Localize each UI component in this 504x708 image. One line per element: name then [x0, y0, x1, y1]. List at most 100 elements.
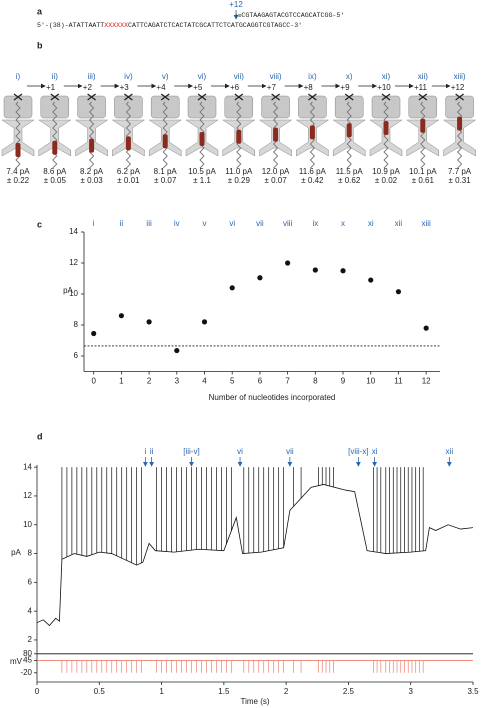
data-point — [395, 289, 402, 295]
enzyme-mark — [124, 93, 133, 101]
x-tick-label: 0.5 — [94, 687, 106, 696]
enzyme-mark — [13, 93, 23, 101]
enzyme — [114, 95, 143, 119]
state-label: iv) — [124, 72, 133, 81]
enzyme-mark — [87, 93, 96, 101]
state-error: ± 0.42 — [301, 176, 324, 185]
data-point — [340, 268, 346, 274]
state-label: vii) — [234, 72, 245, 81]
x-tick-label: 1.5 — [218, 687, 230, 696]
enzyme-mark — [234, 93, 244, 101]
x-tick-label: 0 — [35, 687, 40, 696]
state-error: ± 0.29 — [228, 176, 251, 185]
x-tick-label: 3 — [175, 377, 180, 386]
x-tick-label: 5 — [230, 377, 235, 386]
enzyme — [150, 95, 180, 119]
step-label: +7 — [267, 83, 277, 92]
state-label: x — [341, 219, 345, 228]
y-tick-label: 12 — [69, 258, 78, 267]
state-label: xi) — [382, 72, 391, 81]
y-tick-label: 6 — [74, 351, 79, 360]
step-label: +11 — [414, 83, 428, 92]
panel-label: c — [37, 219, 42, 229]
abasic-segment — [15, 143, 21, 157]
x-axis-label: Time (s) — [240, 697, 269, 706]
y-tick-label: 2 — [28, 635, 33, 644]
step-label: +5 — [193, 83, 203, 92]
event-label: [iii-v] — [183, 447, 199, 456]
state-label: xi — [368, 219, 374, 228]
panel-label: b — [37, 40, 43, 50]
state-current: 11.0 pA — [225, 167, 253, 176]
state-label: iii — [146, 219, 152, 228]
step-label: +4 — [156, 83, 166, 92]
state-label: i) — [16, 72, 21, 81]
state-label: viii — [283, 219, 293, 228]
data-point — [146, 319, 152, 325]
x-axis-label: Number of nucleotides incorporated — [209, 393, 336, 402]
enzyme-mark — [50, 93, 60, 101]
state-error: ± 0.22 — [7, 176, 30, 185]
state-error: ± 0.02 — [375, 176, 398, 185]
state-label: i — [93, 219, 95, 228]
step-label: +1 — [46, 83, 56, 92]
abasic-sites: XXXXXX — [104, 22, 128, 29]
state-current: 10.9 pA — [372, 167, 400, 176]
state-error: ± 0.03 — [81, 176, 104, 185]
y2-tick-label: -20 — [20, 668, 32, 677]
y2-tick-label: 45 — [23, 656, 32, 665]
state-current: 11.5 pA — [336, 167, 364, 176]
state-label: vi) — [198, 72, 207, 81]
enzyme — [187, 95, 217, 119]
state-error: ± 0.07 — [154, 176, 177, 185]
abasic-segment — [346, 123, 352, 138]
x-tick-label: 7 — [285, 377, 290, 386]
abasic-segment — [457, 116, 463, 131]
event-label: vii — [286, 447, 294, 456]
enzyme-mark — [197, 93, 207, 101]
top-strand: HOCGTAAGAGTACGTCCAGCATCGG-5' — [236, 12, 344, 19]
y-tick-label: 10 — [69, 289, 78, 298]
enzyme-mark — [271, 93, 280, 101]
state-current: 7.7 pA — [448, 167, 472, 176]
enzyme-mark — [455, 93, 464, 101]
x-tick-label: 2 — [147, 377, 152, 386]
x-tick-label: 2 — [284, 687, 289, 696]
x-tick-label: 0 — [91, 377, 96, 386]
data-point — [312, 267, 318, 273]
x-tick-label: 3.5 — [467, 687, 479, 696]
data-point — [229, 285, 235, 291]
x-tick-label: 2.5 — [343, 687, 355, 696]
bottom-strand: 5'-(38)-ATATTAATTXXXXXXCATTCAGATCTCACTAT… — [37, 22, 302, 29]
state-error: ± 0.62 — [338, 176, 361, 185]
state-label: v — [203, 219, 207, 228]
dna-strand — [456, 101, 463, 169]
enzyme — [298, 95, 327, 119]
dna-strand — [88, 101, 95, 169]
data-point — [174, 347, 180, 354]
step-label: +2 — [83, 83, 93, 92]
abasic-segment — [162, 134, 168, 149]
event-label: [viii-x] — [348, 447, 368, 456]
enzyme — [3, 95, 33, 119]
y2-tick-label: 80 — [23, 649, 32, 658]
state-label: ii) — [52, 72, 59, 81]
x-tick-label: 11 — [394, 377, 403, 386]
y-tick-label: 8 — [28, 549, 33, 558]
state-label: xii — [395, 219, 403, 228]
state-current: 11.6 pA — [299, 167, 327, 176]
state-current: 6.2 pA — [117, 167, 141, 176]
data-point — [257, 275, 263, 281]
x-tick-label: 9 — [341, 377, 346, 386]
data-point — [91, 330, 97, 337]
enzyme-mark — [344, 93, 354, 101]
panel-label: d — [37, 431, 43, 441]
bottom-suffix: CATTCAGATCTCACTATCGCATTCTCATGCAGGTCGTAGC… — [128, 22, 302, 29]
x-tick-label: 6 — [258, 377, 263, 386]
event-label: vi — [237, 447, 243, 456]
enzyme — [408, 95, 438, 119]
top-sequence: CGTAAGAGTACGTCCAGCATCGG-5' — [241, 12, 344, 19]
step-label: +8 — [304, 83, 314, 92]
state-current: 12.0 pA — [262, 167, 290, 176]
